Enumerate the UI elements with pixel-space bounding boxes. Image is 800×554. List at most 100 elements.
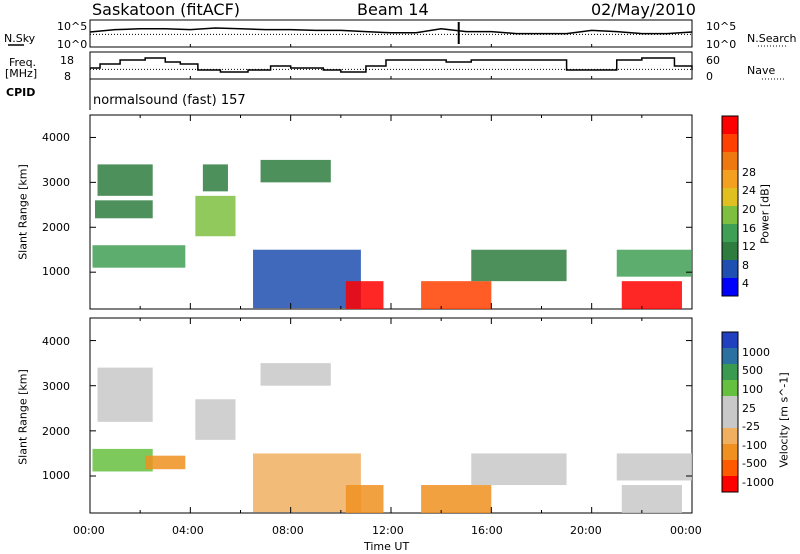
velocity-scatter-region-7 xyxy=(421,485,492,513)
velocity-scatter-region-0 xyxy=(92,448,153,472)
power-cb-tick-8: 8 xyxy=(742,259,749,272)
vel-cb-tick-m1000: -1000 xyxy=(742,476,774,489)
nave-tick-top: 60 xyxy=(706,54,720,67)
nsearch-label: N.Search xyxy=(747,32,797,45)
velocity-scatter-region-4 xyxy=(260,363,331,386)
velocity-colorbar-cell-3 xyxy=(722,428,738,444)
power-colorbar-cell-5 xyxy=(722,188,738,206)
velocity-scatter-region-3 xyxy=(195,399,236,440)
nave-label: Nave xyxy=(747,64,776,77)
vel-ytick-2000: 2000 xyxy=(42,425,70,438)
velocity-colorbar-cell-1 xyxy=(722,460,738,476)
power-scatter-region-2 xyxy=(97,164,153,196)
power-ytick-2000: 2000 xyxy=(42,221,70,234)
power-ytick-4000: 4000 xyxy=(42,131,70,144)
power-scatter-region-5 xyxy=(260,159,331,183)
power-colorbar-cell-2 xyxy=(722,242,738,260)
power-colorbar-cell-6 xyxy=(722,170,738,188)
nsky-tick-top: 10^5 xyxy=(57,20,88,33)
power-scatter-region-4 xyxy=(202,164,228,192)
velocity-colorbar-cell-8 xyxy=(722,348,738,364)
vel-cb-tick-m500: -500 xyxy=(742,457,767,470)
xtick-2000: 20:00 xyxy=(570,524,602,537)
velocity-scatter-region-8 xyxy=(471,453,567,486)
velocity-colorbar-frame xyxy=(721,331,739,493)
freq-label: Freq. xyxy=(9,56,37,69)
power-scatter-region-6 xyxy=(253,249,361,309)
xtick-1600: 16:00 xyxy=(471,524,503,537)
power-scatter-region-10 xyxy=(621,281,682,309)
vel-cb-tick-1000: 1000 xyxy=(742,346,770,359)
power-scatter-region-8 xyxy=(421,281,492,309)
power-colorbar-cell-1 xyxy=(722,260,738,278)
power-colorbar-cell-7 xyxy=(722,152,738,170)
power-scatter-region-0 xyxy=(92,245,186,268)
velocity-scatter-region-10 xyxy=(616,453,692,481)
power-scatter-region-1 xyxy=(95,200,153,219)
velocity-scatter-region-1 xyxy=(145,455,186,470)
vel-cb-tick-500: 500 xyxy=(742,364,763,377)
xtick-1200: 12:00 xyxy=(372,524,404,537)
velocity-colorbar-cell-9 xyxy=(722,332,738,348)
vel-cb-tick-100: 100 xyxy=(742,383,763,396)
power-panel-frame xyxy=(89,114,693,310)
velocity-colorbar-cell-0 xyxy=(722,476,738,492)
velocity-scatter-region-6 xyxy=(345,485,384,513)
xtick-0400: 04:00 xyxy=(172,524,204,537)
power-scatter-region-7 xyxy=(345,281,384,309)
vel-cb-tick-25: 25 xyxy=(742,402,756,415)
power-colorbar-cell-8 xyxy=(722,134,738,152)
xtick-0000: 00:00 xyxy=(73,524,105,537)
cpid-text: normalsound (fast) 157 xyxy=(93,93,246,108)
freq-strip-frame xyxy=(89,51,693,80)
power-colorbar-cell-4 xyxy=(722,206,738,224)
nave-tick-bottom: 0 xyxy=(706,70,713,83)
power-cb-tick-20: 20 xyxy=(742,203,756,216)
velocity-colorbar-cell-4 xyxy=(722,412,738,428)
vel-ytick-3000: 3000 xyxy=(42,380,70,393)
velocity-scatter-region-9 xyxy=(621,485,682,513)
vel-cb-tick-m100: -100 xyxy=(742,439,767,452)
cpid-label: CPID xyxy=(6,86,36,99)
power-scatter-region-3 xyxy=(195,195,236,237)
power-ytick-1000: 1000 xyxy=(42,265,70,278)
vel-cb-tick-m25: -25 xyxy=(742,420,760,433)
velocity-colorbar-cell-5 xyxy=(722,396,738,412)
nsky-tick-bottom: 10^0 xyxy=(57,38,88,51)
nsky-series-line xyxy=(89,27,693,35)
power-cb-tick-12: 12 xyxy=(742,240,756,253)
station-title: Saskatoon (fitACF) xyxy=(92,0,241,19)
power-colorbar-cell-0 xyxy=(722,278,738,296)
xtick-0800: 08:00 xyxy=(272,524,304,537)
power-scatter-region-9 xyxy=(471,249,567,282)
date-title: 02/May/2010 xyxy=(591,0,696,19)
velocity-colorbar-cell-2 xyxy=(722,444,738,460)
power-cb-tick-4: 4 xyxy=(742,277,749,290)
velocity-scatter-region-5 xyxy=(253,453,361,513)
power-scatter-region-11 xyxy=(616,249,692,277)
power-colorbar-cell-3 xyxy=(722,224,738,242)
power-colorbar-frame xyxy=(721,115,739,297)
freq-series-line xyxy=(90,57,693,73)
power-cb-tick-16: 16 xyxy=(742,222,756,235)
xtick-2400: 00:00 xyxy=(670,524,702,537)
vel-ytick-4000: 4000 xyxy=(42,335,70,348)
velocity-colorbar-cell-6 xyxy=(722,380,738,396)
xlabel: Time UT xyxy=(364,540,410,553)
velocity-panel-frame xyxy=(89,317,693,514)
power-cb-tick-28: 28 xyxy=(742,166,756,179)
power-colorbar-cell-9 xyxy=(722,116,738,134)
beam-title: Beam 14 xyxy=(357,0,429,19)
nsky-label: N.Sky xyxy=(4,32,36,45)
power-ytick-3000: 3000 xyxy=(42,176,70,189)
velocity-scatter-region-2 xyxy=(97,367,153,422)
freq-tick-top: 18 xyxy=(60,54,74,67)
velocity-colorbar-cell-7 xyxy=(722,364,738,380)
nsky-right-tick-bottom: 10^0 xyxy=(706,38,737,51)
vel-ytick-1000: 1000 xyxy=(42,469,70,482)
freq-tick-bottom: 8 xyxy=(64,70,71,83)
nsky-right-tick-top: 10^5 xyxy=(706,20,737,33)
power-cb-tick-24: 24 xyxy=(742,184,756,197)
freq-unit: [MHz] xyxy=(5,67,38,80)
